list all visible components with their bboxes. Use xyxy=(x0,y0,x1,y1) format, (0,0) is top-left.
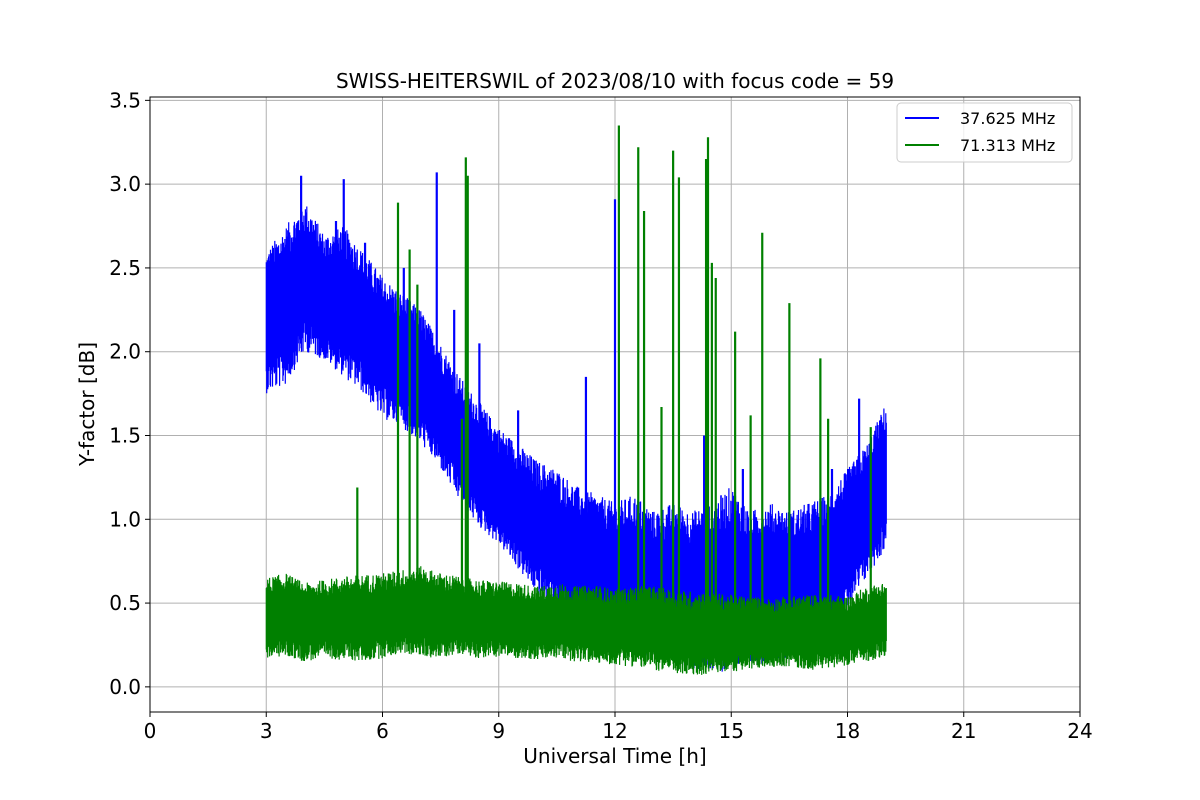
ticks: 0 3 6 9 12 15 18 21 24 0.0 0.5 1.0 1.5 2.0 2.5 3.0 3.5 xyxy=(109,88,1093,743)
legend-label-37625: 37.625 MHz xyxy=(960,109,1055,128)
series-37625 xyxy=(265,172,887,672)
y-tick-label: 0.5 xyxy=(109,591,141,615)
series-layer xyxy=(265,125,887,675)
series-trace xyxy=(265,566,887,675)
x-tick-label: 24 xyxy=(1067,719,1092,743)
x-tick-label: 9 xyxy=(492,719,505,743)
x-tick-label: 3 xyxy=(260,719,273,743)
y-tick-label: 2.0 xyxy=(109,340,141,364)
legend: 37.625 MHz 71.313 MHz xyxy=(896,102,1073,163)
y-tick-label: 3.5 xyxy=(109,88,141,112)
y-tick-label: 3.0 xyxy=(109,172,141,196)
y-tick-label: 1.0 xyxy=(109,507,141,531)
x-tick-label: 21 xyxy=(951,719,976,743)
series-71313 xyxy=(265,125,887,675)
x-tick-label: 15 xyxy=(719,719,744,743)
y-tick-label: 2.5 xyxy=(109,256,141,280)
chart-title: SWISS-HEITERSWIL of 2023/08/10 with focu… xyxy=(336,69,894,93)
x-tick-label: 12 xyxy=(602,719,627,743)
legend-box xyxy=(896,102,1073,163)
y-tick-label: 1.5 xyxy=(109,424,141,448)
x-tick-label: 0 xyxy=(144,719,157,743)
x-axis-label: Universal Time [h] xyxy=(523,744,706,768)
x-tick-label: 6 xyxy=(376,719,389,743)
y-tick-label: 0.0 xyxy=(109,675,141,699)
series-trace xyxy=(265,206,887,672)
y-axis-label: Y-factor [dB] xyxy=(75,342,99,467)
x-tick-label: 18 xyxy=(835,719,860,743)
legend-label-71313: 71.313 MHz xyxy=(960,136,1055,155)
